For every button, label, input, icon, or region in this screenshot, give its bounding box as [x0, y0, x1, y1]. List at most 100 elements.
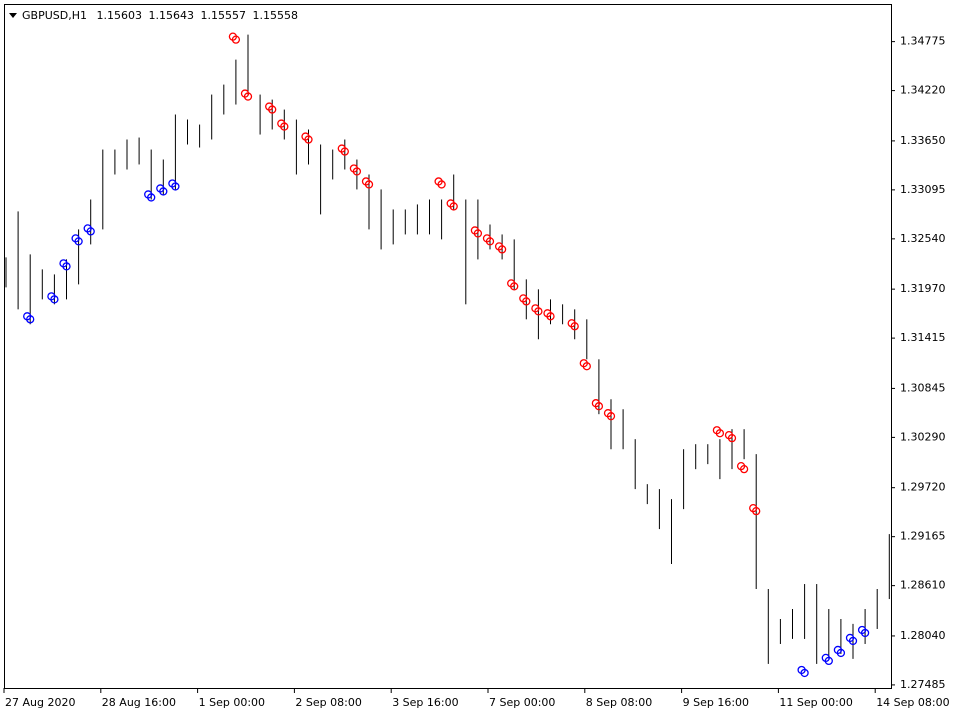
sell-signal — [591, 399, 604, 411]
buy-signal-glyph — [147, 193, 156, 202]
sell-signal-glyph — [449, 202, 458, 211]
sell-signal-glyph — [473, 229, 483, 238]
buy-signal — [857, 625, 870, 638]
sell-signal — [494, 242, 507, 254]
sell-signal — [749, 503, 761, 516]
x-tick-label: 14 Sep 08:00 — [876, 696, 949, 709]
buy-signal — [71, 234, 83, 246]
buy-signal-glyph — [836, 648, 846, 658]
buy-signal — [156, 184, 168, 196]
sell-signal — [724, 431, 737, 443]
sell-signal-glyph — [727, 434, 737, 443]
buy-signal — [797, 665, 809, 678]
sell-signal — [543, 309, 555, 321]
plot-frame — [4, 4, 892, 689]
y-tick-label: 1.29165 — [900, 530, 946, 543]
y-tick-label: 1.27485 — [900, 678, 946, 691]
sell-signal-glyph — [739, 464, 749, 474]
y-tick-label: 1.33095 — [900, 183, 946, 196]
sell-signal — [519, 294, 531, 306]
x-tick-label: 1 Sep 00:00 — [199, 696, 265, 709]
sell-signal — [434, 177, 446, 189]
sell-signal-glyph — [546, 312, 555, 321]
buy-signal — [83, 224, 95, 236]
menu-triangle[interactable] — [9, 13, 17, 18]
buy-signal-glyph — [62, 262, 71, 271]
quote-close: 1.15558 — [252, 9, 298, 22]
x-tick-label: 9 Sep 16:00 — [683, 696, 749, 709]
x-tick-label: 3 Sep 16:00 — [392, 696, 458, 709]
sell-signal-glyph — [268, 105, 277, 114]
sell-signal-glyph — [510, 282, 519, 291]
sell-signal — [712, 426, 725, 438]
sell-signal — [507, 279, 519, 291]
sell-signal — [277, 119, 289, 131]
buy-signal — [168, 179, 180, 191]
sell-signal — [240, 89, 253, 101]
x-tick-label: 2 Sep 08:00 — [295, 696, 361, 709]
sell-signal — [531, 304, 543, 316]
sell-signal — [361, 177, 374, 189]
buy-signal — [47, 292, 59, 304]
buy-signal-glyph — [800, 668, 809, 678]
sell-signal — [337, 144, 349, 156]
sell-signal-glyph — [497, 245, 507, 254]
x-tick-label: 28 Aug 16:00 — [102, 696, 176, 709]
buy-signal-glyph — [860, 628, 870, 638]
buy-signal — [845, 633, 858, 646]
sell-signal-glyph — [715, 429, 725, 438]
sell-signal-glyph — [606, 412, 616, 421]
y-tick-label: 1.28040 — [900, 629, 946, 642]
y-tick-label: 1.30290 — [900, 430, 946, 443]
quote-high: 1.15643 — [148, 9, 194, 22]
sell-signal — [446, 199, 458, 211]
sell-signal — [265, 102, 277, 114]
sell-signal-glyph — [522, 297, 531, 306]
sell-signal-glyph — [594, 402, 604, 411]
sell-signal-glyph — [280, 122, 289, 131]
x-tick-label: 27 Aug 2020 — [5, 696, 75, 709]
y-tick-label: 1.30845 — [900, 381, 946, 394]
buy-signal-glyph — [824, 656, 833, 666]
buy-signal-glyph — [86, 227, 95, 236]
y-tick-label: 1.32540 — [900, 232, 946, 245]
sell-signal-glyph — [231, 35, 241, 44]
sell-signal-glyph — [752, 506, 761, 516]
buy-signal-glyph — [171, 182, 180, 191]
sell-signal-glyph — [243, 92, 253, 101]
sell-signal — [603, 409, 616, 421]
sell-signal-glyph — [304, 135, 313, 144]
sell-signal — [482, 234, 495, 246]
sell-signal-glyph — [340, 147, 349, 156]
sell-signal-glyph — [534, 307, 543, 316]
y-tick-label: 1.33650 — [900, 134, 946, 147]
buy-signal — [821, 653, 833, 666]
y-tick-label: 1.34220 — [900, 84, 946, 97]
sell-signal — [736, 461, 749, 474]
x-tick-label: 8 Sep 08:00 — [586, 696, 652, 709]
quote-open: 1.15603 — [96, 9, 142, 22]
sell-signal — [228, 32, 241, 44]
buy-signal-glyph — [159, 187, 168, 196]
buy-signal-glyph — [26, 315, 35, 324]
y-tick-label: 1.34775 — [900, 35, 946, 48]
y-tick-label: 1.31970 — [900, 282, 946, 295]
buy-signal — [144, 190, 156, 202]
sell-signal — [349, 164, 362, 176]
sell-signal-glyph — [485, 237, 495, 246]
sell-signal — [301, 132, 313, 144]
buy-signal — [59, 259, 71, 271]
sell-signal-glyph — [582, 362, 591, 371]
sell-signal — [579, 359, 591, 371]
buy-signal-glyph — [74, 237, 83, 246]
buy-signal — [23, 312, 35, 324]
y-tick-label: 1.31415 — [900, 331, 946, 344]
sell-signal-glyph — [570, 322, 579, 331]
buy-signal — [833, 645, 846, 658]
quote-low: 1.15557 — [200, 9, 246, 22]
chart-header: GBPUSD,H1 1.15603 1.15643 1.15557 1.1555… — [22, 9, 298, 22]
sell-signal — [470, 226, 483, 238]
buy-signal-glyph — [848, 636, 858, 646]
